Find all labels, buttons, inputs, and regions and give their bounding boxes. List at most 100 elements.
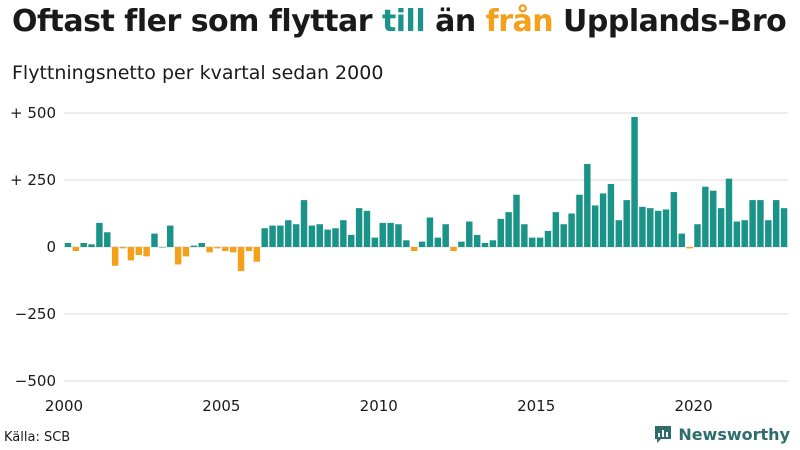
bar xyxy=(104,232,111,247)
bar xyxy=(780,208,788,247)
bar xyxy=(80,242,87,247)
bar xyxy=(300,200,308,247)
bar xyxy=(167,225,174,247)
bar xyxy=(757,200,764,247)
bar xyxy=(662,209,670,247)
bar xyxy=(434,237,442,247)
bar xyxy=(521,224,528,247)
bar xyxy=(489,240,497,247)
bar xyxy=(710,190,717,247)
bar xyxy=(206,247,213,253)
bar xyxy=(733,221,741,247)
bar xyxy=(371,237,379,247)
title-text-start: Oftast fler som flyttar xyxy=(12,4,382,39)
bar xyxy=(96,222,103,247)
bar xyxy=(765,220,772,247)
y-tick-label: + 500 xyxy=(10,104,56,122)
bar xyxy=(772,200,780,247)
bar xyxy=(647,208,654,247)
bar xyxy=(64,242,72,247)
bar xyxy=(237,247,245,272)
bars xyxy=(64,117,788,272)
bar xyxy=(308,225,316,247)
bar xyxy=(591,205,599,247)
bar xyxy=(654,210,662,247)
bar xyxy=(72,247,80,252)
bar xyxy=(694,224,701,247)
bar xyxy=(348,234,355,247)
y-tick-label: 0 xyxy=(46,238,56,256)
x-tick-label: 2010 xyxy=(360,397,398,415)
bar xyxy=(717,208,725,247)
bar xyxy=(245,247,253,252)
bar xyxy=(214,247,221,249)
bar xyxy=(395,224,402,247)
bar xyxy=(725,178,733,247)
bar xyxy=(568,213,575,247)
bar xyxy=(466,221,473,247)
bar xyxy=(316,224,323,247)
x-tick-label: 2000 xyxy=(45,397,83,415)
bar xyxy=(607,184,615,247)
y-tick-label: −250 xyxy=(15,305,56,323)
bar xyxy=(222,247,229,252)
bar xyxy=(379,222,386,247)
chart-logo-icon xyxy=(655,426,672,443)
bar xyxy=(599,193,607,247)
x-tick-label: 2005 xyxy=(202,397,240,415)
bar xyxy=(174,247,182,265)
bar xyxy=(198,242,205,247)
bar xyxy=(749,200,756,247)
bar xyxy=(119,247,127,249)
chart-subtitle: Flyttningsnetto per kvartal sedan 2000 xyxy=(12,62,384,84)
x-axis-ticks: 2000 2005 2010 2015 2020 xyxy=(45,397,713,415)
bar xyxy=(473,234,481,247)
bar xyxy=(615,220,623,247)
bar xyxy=(277,225,284,247)
bar xyxy=(332,228,339,247)
bar xyxy=(261,228,268,247)
bar xyxy=(363,210,371,247)
bar xyxy=(536,237,544,247)
bar xyxy=(442,224,449,247)
brand-logo: Newsworthy xyxy=(653,424,790,444)
bar xyxy=(686,247,693,249)
title-text-end: Upplands-Bro xyxy=(553,4,787,39)
bar xyxy=(552,212,560,247)
bar xyxy=(324,229,331,247)
bar xyxy=(127,247,135,261)
title-text-middle: än xyxy=(425,4,486,39)
bar xyxy=(229,247,237,253)
bar xyxy=(505,212,512,247)
bar xyxy=(678,233,685,247)
y-axis-ticks: + 500 + 250 0 −250 −500 xyxy=(10,104,56,390)
bar xyxy=(151,233,158,247)
bar xyxy=(418,241,426,247)
y-tick-label: −500 xyxy=(15,372,56,390)
y-tick-label: + 250 xyxy=(10,171,56,189)
bar xyxy=(285,220,292,247)
bar xyxy=(88,244,95,247)
chart-title: Oftast fler som flyttar till än från Upp… xyxy=(12,4,787,39)
bar xyxy=(135,247,142,256)
brand-name: Newsworthy xyxy=(678,424,790,444)
bar xyxy=(269,225,276,247)
x-tick-label: 2015 xyxy=(517,397,555,415)
title-highlight-fran: från xyxy=(485,4,554,39)
bar xyxy=(450,247,457,252)
bar xyxy=(741,220,748,247)
bar xyxy=(410,247,418,252)
bar xyxy=(702,186,709,247)
bar xyxy=(513,194,520,247)
bar xyxy=(111,247,119,266)
source-note: Källa: SCB xyxy=(4,430,71,445)
bar xyxy=(426,217,434,247)
title-highlight-till: till xyxy=(381,4,426,39)
x-tick-label: 2020 xyxy=(674,397,712,415)
bar xyxy=(182,247,190,257)
bar xyxy=(576,194,583,247)
bar xyxy=(143,247,150,257)
bar xyxy=(631,117,638,248)
bar xyxy=(340,220,347,247)
bar xyxy=(403,240,410,247)
